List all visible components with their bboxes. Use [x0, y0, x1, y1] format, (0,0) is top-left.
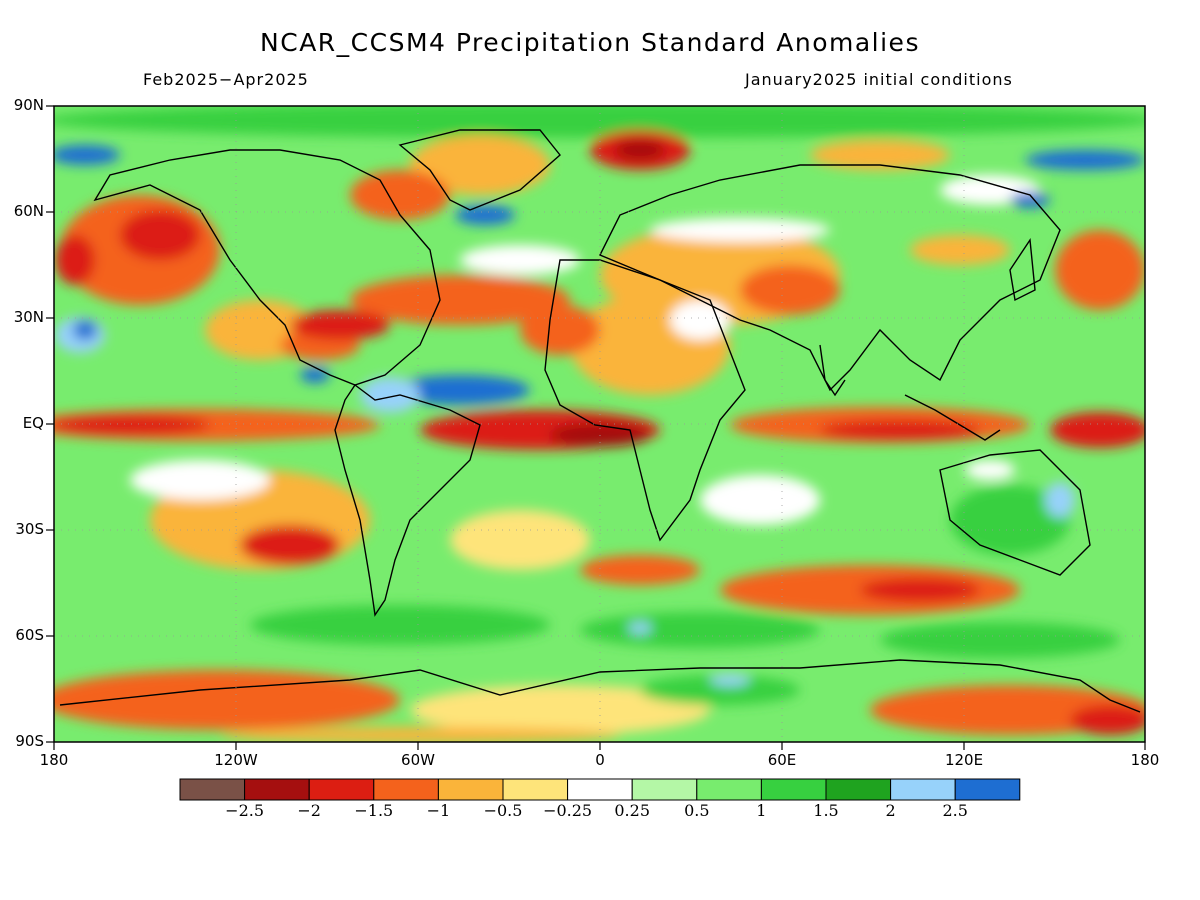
colorbar-swatch: [696, 778, 762, 801]
lat-label-60s: 60S: [15, 626, 44, 644]
lon-label-60w: 60W: [401, 751, 435, 769]
lon-label-120e: 120E: [944, 751, 984, 769]
colorbar: [179, 778, 1021, 801]
colorbar-swatch: [308, 778, 375, 801]
forecast-period: Feb2025−Apr2025: [143, 70, 309, 89]
axis-ticks: [46, 105, 1146, 750]
lat-label-30s: 30S: [15, 520, 44, 538]
colorbar-label: −2.5: [225, 801, 265, 820]
colorbar-label: −2: [297, 801, 321, 820]
colorbar-swatch: [502, 778, 569, 801]
lat-label-90n: 90N: [13, 96, 44, 114]
graticule: [54, 106, 1145, 742]
lat-label-90s: 90S: [15, 732, 44, 750]
lon-label-0: 0: [595, 751, 605, 769]
colorbar-swatch: [954, 778, 1021, 801]
colorbar-label: −1.5: [354, 801, 394, 820]
colorbar-swatch: [890, 778, 956, 801]
lat-label-60n: 60N: [13, 202, 44, 220]
lat-label-30n: 30N: [13, 308, 44, 326]
lon-label-180e: 180: [1130, 751, 1160, 769]
lon-label-120w: 120W: [214, 751, 258, 769]
colorbar-label: 0.25: [614, 801, 650, 820]
coastlines: [59, 129, 1141, 713]
colorbar-swatch: [437, 778, 504, 801]
colorbar-swatch: [631, 778, 698, 801]
colorbar-swatch: [244, 778, 310, 801]
colorbar-swatch: [373, 778, 439, 801]
lon-label-180w: 180: [39, 751, 69, 769]
chart-title: NCAR_CCSM4 Precipitation Standard Anomal…: [260, 28, 920, 57]
colorbar-label: 0.5: [684, 801, 710, 820]
colorbar-swatch: [760, 778, 827, 801]
colorbar-label: −0.25: [543, 801, 593, 820]
colorbar-swatch: [825, 778, 892, 801]
initial-conditions: January2025 initial conditions: [745, 70, 1013, 89]
colorbar-swatch: [567, 778, 633, 801]
colorbar-label: 1: [756, 801, 767, 820]
colorbar-label: 1.5: [813, 801, 839, 820]
lon-label-60e: 60E: [767, 751, 797, 769]
colorbar-label: −1: [426, 801, 451, 820]
colorbar-swatch: [179, 778, 246, 801]
lat-label-eq: EQ: [22, 414, 44, 432]
colorbar-label: 2.5: [942, 801, 968, 820]
anomaly-field: [54, 106, 1145, 742]
colorbar-label: −0.5: [483, 801, 523, 820]
colorbar-label: 2: [885, 801, 896, 820]
